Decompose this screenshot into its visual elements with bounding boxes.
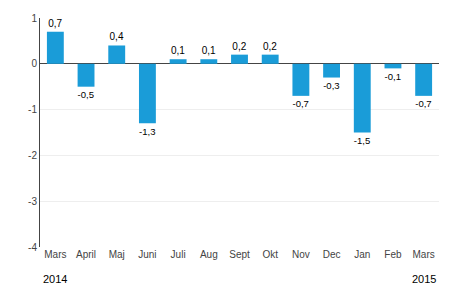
svg-text:0,4: 0,4 [110,31,124,42]
svg-text:-0,7: -0,7 [292,98,308,109]
svg-text:Dec: Dec [323,249,341,260]
svg-text:0,1: 0,1 [171,45,185,56]
svg-text:2015: 2015 [412,273,436,285]
svg-text:Jan: Jan [354,249,370,260]
svg-text:-1,5: -1,5 [354,135,370,146]
svg-text:-3: -3 [28,196,37,207]
svg-text:-0,7: -0,7 [415,98,431,109]
svg-text:-4: -4 [28,242,37,253]
svg-text:-0,5: -0,5 [78,89,94,100]
svg-text:Nov: Nov [292,249,310,260]
svg-text:Maj: Maj [109,249,125,260]
svg-text:Sept: Sept [229,249,250,260]
svg-text:Mars: Mars [44,249,66,260]
svg-text:0,2: 0,2 [232,41,246,52]
svg-text:Okt: Okt [262,249,278,260]
svg-text:0,2: 0,2 [263,41,277,52]
svg-text:0,7: 0,7 [48,18,62,29]
svg-text:Juli: Juli [171,249,186,260]
svg-text:Aug: Aug [200,249,218,260]
svg-text:0: 0 [31,58,37,69]
svg-text:0,1: 0,1 [202,45,216,56]
svg-text:-1: -1 [28,104,37,115]
svg-text:Mars: Mars [413,249,435,260]
svg-text:-2: -2 [28,150,37,161]
svg-text:Juni: Juni [138,249,156,260]
svg-text:Feb: Feb [384,249,402,260]
svg-text:1: 1 [31,13,37,24]
svg-text:-0,3: -0,3 [323,80,339,91]
svg-text:-0,1: -0,1 [385,71,401,82]
svg-text:April: April [76,249,96,260]
svg-text:-1,3: -1,3 [139,126,155,137]
svg-text:2014: 2014 [43,273,67,285]
